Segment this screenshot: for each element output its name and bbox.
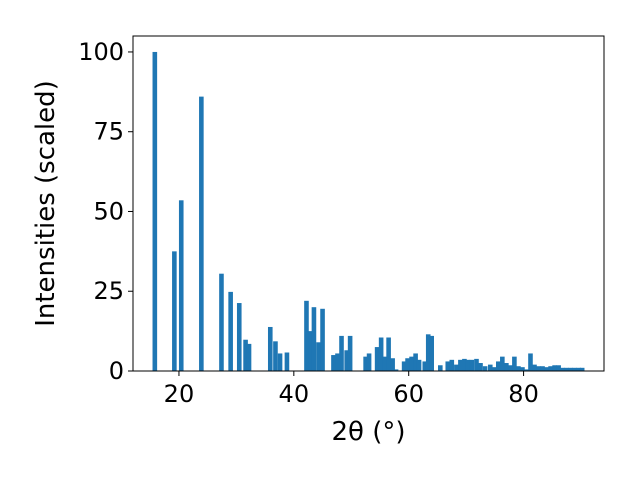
bar: [516, 366, 521, 371]
bar: [401, 361, 407, 371]
bars-group: [152, 51, 585, 372]
bar: [374, 347, 380, 371]
y-tick-label: 25: [93, 277, 124, 305]
bar: [409, 356, 414, 371]
bar: [579, 367, 585, 371]
bar: [568, 367, 573, 371]
bar: [331, 355, 336, 371]
bar: [487, 364, 493, 371]
bar: [405, 358, 410, 371]
y-tick-label: 50: [93, 197, 124, 225]
x-tick-label: 60: [393, 380, 424, 408]
bar: [273, 341, 278, 371]
plot-frame: [132, 35, 605, 372]
bar: [347, 335, 353, 371]
bar: [496, 361, 501, 371]
x-tick-label: 80: [508, 380, 539, 408]
bar: [267, 326, 273, 371]
y-tick-label: 75: [93, 118, 124, 146]
bar: [284, 352, 290, 371]
bar: [504, 363, 509, 371]
bar: [576, 367, 582, 371]
bar: [308, 331, 313, 371]
bar: [564, 367, 569, 371]
bar: [172, 251, 177, 371]
bar: [339, 335, 344, 371]
bar: [363, 356, 368, 371]
bar: [219, 273, 224, 371]
bar: [478, 363, 483, 371]
bar: [311, 307, 317, 371]
bar: [560, 367, 565, 371]
bar: [572, 367, 578, 371]
bar: [548, 366, 553, 371]
bar: [520, 367, 525, 371]
x-axis-label: 2θ (°): [331, 417, 405, 447]
y-axis-label: Intensities (scaled): [31, 80, 61, 327]
bar: [390, 358, 395, 371]
bar: [500, 356, 505, 371]
bar: [528, 353, 533, 371]
bar: [416, 359, 422, 371]
bar: [236, 303, 242, 371]
bar: [469, 359, 475, 371]
bar: [228, 291, 233, 371]
bar: [449, 359, 455, 371]
bar: [243, 339, 248, 371]
bar: [378, 337, 384, 371]
bar: [512, 356, 517, 371]
y-tick-label: 0: [109, 357, 124, 385]
bar: [536, 366, 541, 371]
bar: [491, 367, 497, 371]
bar: [524, 369, 529, 371]
bar: [556, 365, 561, 371]
bar: [474, 358, 479, 371]
bar: [438, 365, 443, 371]
bar: [386, 337, 391, 371]
x-axis-ticks: 20 40 60 80: [164, 371, 539, 408]
y-tick-label: 100: [78, 38, 124, 66]
bar: [393, 369, 399, 371]
bar: [429, 335, 434, 371]
bar: [277, 353, 283, 371]
bar: [532, 364, 537, 371]
bar: [422, 361, 428, 371]
bar: [413, 353, 418, 371]
bar: [335, 353, 340, 371]
bar: [462, 358, 467, 371]
x-tick-label: 40: [279, 380, 310, 408]
bar: [316, 342, 321, 371]
bar: [445, 361, 451, 371]
bar: [465, 359, 471, 371]
bar: [454, 364, 459, 371]
bar: [458, 359, 463, 371]
bar: [540, 366, 545, 371]
bar: [508, 365, 513, 371]
bar: [425, 334, 431, 371]
bar: [344, 350, 349, 371]
bar: [366, 353, 372, 371]
bar: [152, 51, 158, 371]
bar: [482, 366, 488, 371]
bar: [199, 96, 204, 372]
bar: [304, 300, 309, 371]
x-tick-label: 20: [164, 380, 195, 408]
y-axis-ticks: 0 25 50 75 100: [78, 38, 133, 385]
bar: [382, 356, 387, 371]
bar: [552, 365, 557, 371]
bar: [178, 200, 184, 371]
bar: [544, 367, 549, 371]
bar: [320, 308, 325, 371]
bar: [246, 343, 252, 371]
